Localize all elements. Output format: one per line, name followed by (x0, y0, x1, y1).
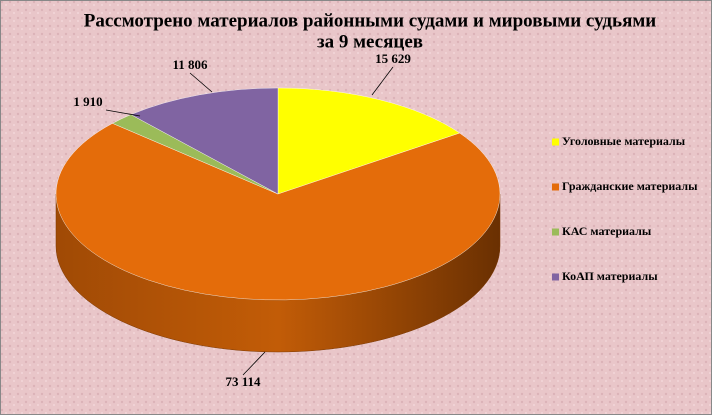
data-label: 73 114 (225, 374, 261, 389)
leader-line (105, 109, 141, 117)
leader-line (189, 72, 213, 93)
legend-marker (552, 138, 559, 146)
legend-marker (552, 183, 559, 191)
chart-title: Рассмотрено материалов районными судами … (84, 10, 657, 31)
legend-label: КоАП материалы (562, 269, 658, 283)
data-label: 15 629 (375, 51, 411, 66)
data-label: 11 806 (172, 57, 208, 72)
legend-label: Гражданские материалы (562, 179, 698, 193)
leader-line (242, 351, 266, 376)
pie-slice (55, 123, 501, 301)
legend-label: КАС материалы (562, 224, 652, 238)
legend-label: Уголовные материалы (562, 134, 686, 148)
chart-subtitle: за 9 месяцев (317, 31, 423, 52)
pie-slice (277, 87, 461, 195)
legend-marker (552, 273, 559, 281)
pie-slice (130, 87, 279, 195)
leader-line (371, 66, 394, 96)
data-label: 1 910 (73, 94, 102, 109)
legend-marker (552, 228, 559, 236)
